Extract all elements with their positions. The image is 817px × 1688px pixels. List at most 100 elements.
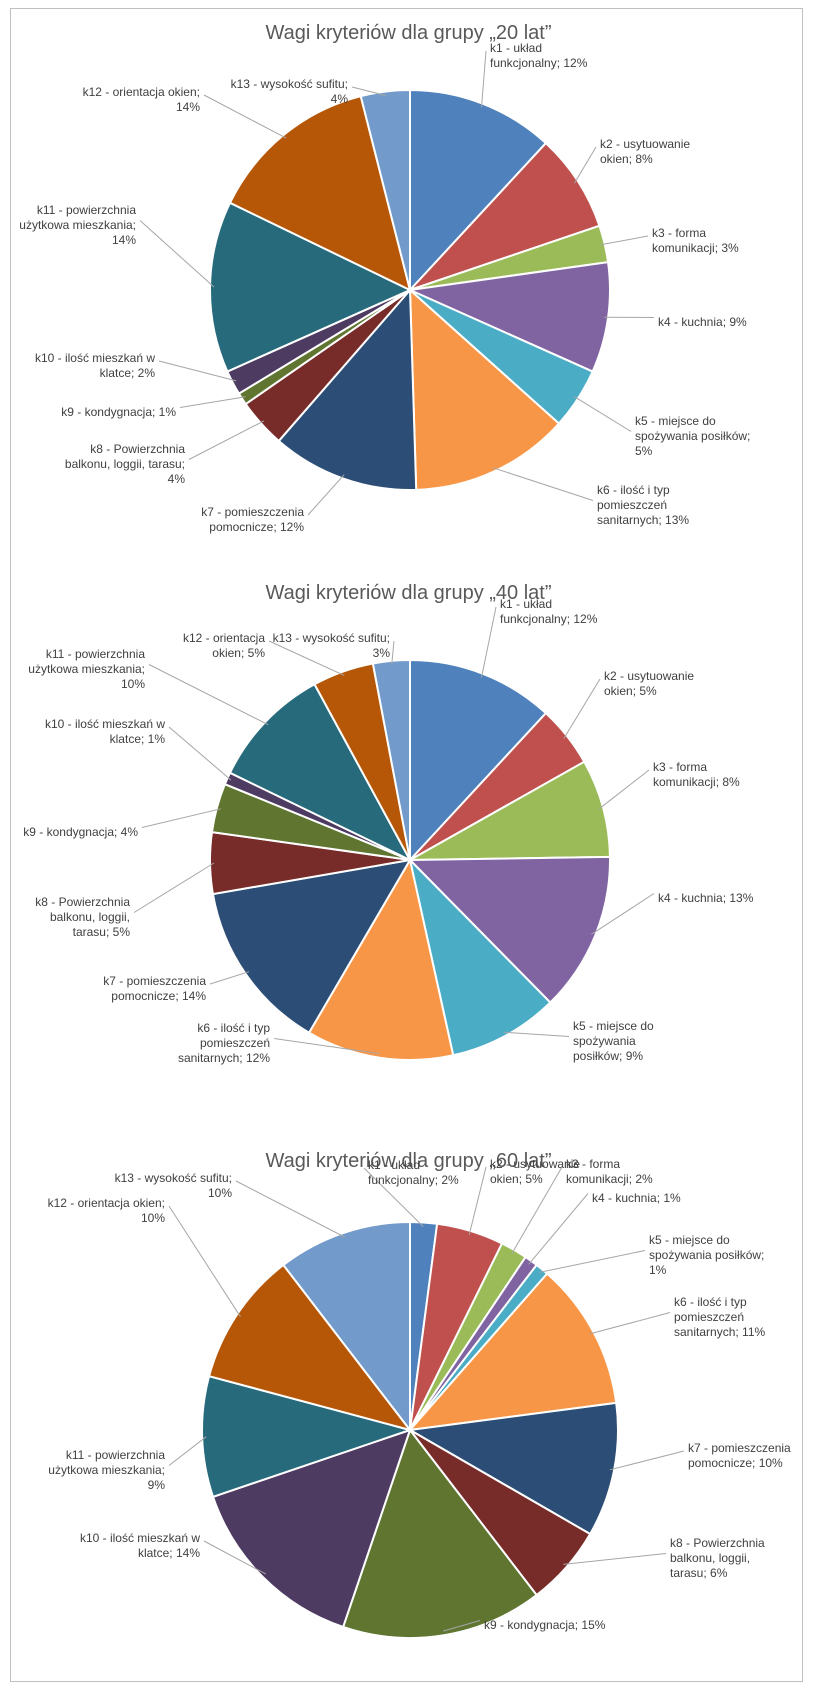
pie-slice-k13 <box>359 88 411 291</box>
leader-line-k11 <box>148 664 269 726</box>
leader-line-k11 <box>168 1436 207 1466</box>
pie-slice-k6 <box>307 857 455 1061</box>
data-label-k1: k1 - układ funkcjonalny; 2% <box>368 1158 459 1187</box>
leader-line-k13 <box>351 86 386 96</box>
leader-line-k10 <box>203 1540 267 1575</box>
leader-line-k1 <box>481 606 497 678</box>
pie-slice-k7 <box>277 287 418 491</box>
data-label-k8: k8 - Powierzchnia balkonu, loggii, tarasu… <box>65 442 185 486</box>
leader-line-k6 <box>492 467 594 501</box>
leader-line-k8 <box>563 1553 667 1565</box>
pie-slice-k11 <box>228 682 413 863</box>
pie-slice-k5 <box>408 856 552 1057</box>
data-label-k11: k11 - powierzchnia użytkowa mieszkania; 10… <box>28 647 145 691</box>
data-label-k1: k1 - układ funkcjonalny; 12% <box>490 41 588 70</box>
pie-slice-k12 <box>207 1263 413 1432</box>
pie-slice-k9 <box>341 1427 539 1639</box>
data-label-k12: k12 - orientacja okien; 10% <box>48 1196 166 1225</box>
pie-chart-60-lat: Wagi kryteriów dla grupy „60 lat” k1 - u… <box>0 1130 817 1688</box>
leader-line-k10 <box>168 726 232 781</box>
leader-line-k2 <box>468 1166 487 1236</box>
leader-line-k13 <box>391 640 395 665</box>
data-label-k5: k5 - miejsce do spożywania posiłków; 9% <box>573 1019 654 1063</box>
data-label-k6: k6 - ilość i typ pomieszczeń sanitarnych; … <box>674 1295 765 1339</box>
leader-line-k9 <box>179 396 246 408</box>
pie-chart-20-lat: Wagi kryteriów dla grupy „20 lat” k1 - u… <box>0 0 817 540</box>
leader-line-k2 <box>573 146 597 184</box>
data-label-k3: k3 - forma komunikacji; 3% <box>652 226 739 255</box>
pie-slice-k1 <box>409 658 548 863</box>
leader-line-k1 <box>363 1167 424 1227</box>
pie-slice-k11 <box>201 1374 414 1499</box>
data-label-k12: k12 - orientacja okien; 5% <box>183 631 265 660</box>
data-label-k6: k6 - ilość i typ pomieszczeń sanitarnych; … <box>178 1021 270 1065</box>
data-label-k11: k11 - powierzchnia użytkowa mieszkania; 9% <box>48 1448 165 1492</box>
leader-line-k5 <box>574 396 632 432</box>
leader-line-k2 <box>563 678 601 739</box>
pie-slice-k13 <box>281 1220 411 1433</box>
data-label-k2: k2 - usytuowanie okien; 5% <box>490 1157 580 1186</box>
pie-chart-40-lat: Wagi kryteriów dla grupy „40 lat” k1 - u… <box>0 560 817 1120</box>
data-label-k10: k10 - ilość mieszkań w klatce; 14% <box>80 1531 200 1560</box>
leader-line-k12 <box>268 640 345 676</box>
pie-slice-k6 <box>407 1272 618 1432</box>
data-label-k7: k7 - pomieszczenia pomocnicze; 10% <box>688 1441 791 1470</box>
data-label-k3: k3 - forma komunikacji; 2% <box>566 1157 653 1186</box>
data-label-k9: k9 - kondygnacja; 4% <box>23 825 138 839</box>
data-label-k4: k4 - kuchnia; 13% <box>658 891 754 905</box>
pie-slice-k11 <box>209 201 413 373</box>
leader-line-k7 <box>307 474 345 516</box>
leader-line-k8 <box>133 862 215 913</box>
pie-slice-k12 <box>228 94 412 292</box>
chart-title: Wagi kryteriów dla grupy „40 lat” <box>265 582 552 604</box>
data-label-k5: k5 - miejsce do spożywania posiłków; 5% <box>635 414 750 458</box>
data-label-k10: k10 - ilość mieszkań w klatce; 2% <box>35 351 155 380</box>
data-label-k13: k13 - wysokość sufitu; 10% <box>115 1171 233 1200</box>
data-label-k9: k9 - kondygnacja; 15% <box>484 1618 606 1632</box>
pie-slice-k4 <box>406 260 611 373</box>
leader-line-k12 <box>203 94 287 139</box>
leader-line-k6 <box>273 1038 380 1055</box>
pie-slice-k4 <box>407 855 611 1004</box>
data-label-k8: k8 - Powierzchnia balkonu, loggii, tarasu;… <box>35 895 130 939</box>
leader-line-k5 <box>503 1031 570 1037</box>
data-label-k13: k13 - wysokość sufitu; 3% <box>273 631 391 660</box>
data-label-k11: k11 - powierzchnia użytkowa mieszkania; 14… <box>19 203 136 247</box>
leader-line-k4 <box>591 893 655 935</box>
leader-line-k12 <box>168 1205 241 1318</box>
leader-line-k1 <box>481 50 487 108</box>
data-label-k5: k5 - miejsce do spożywania posiłków; 1% <box>649 1233 764 1277</box>
data-label-k2: k2 - usytuowanie okien; 5% <box>604 669 694 698</box>
chart-title: Wagi kryteriów dla grupy „60 lat” <box>265 1150 552 1172</box>
leader-line-k7 <box>609 1450 685 1471</box>
data-label-k7: k7 - pomieszczenia pomocnicze; 14% <box>103 974 206 1003</box>
data-label-k2: k2 - usytuowanie okien; 8% <box>600 137 690 166</box>
leader-line-k8 <box>188 420 265 460</box>
pie-slice-k3 <box>409 760 611 861</box>
leader-line-k7 <box>209 971 250 985</box>
pie-slice-k2 <box>409 141 601 291</box>
data-label-k12: k12 - orientacja okien; 14% <box>83 85 201 114</box>
leader-line-k3 <box>598 769 650 810</box>
leader-line-k4 <box>528 1193 589 1265</box>
data-label-k7: k7 - pomieszczenia pomocnicze; 12% <box>201 505 304 534</box>
chart-title: Wagi kryteriów dla grupy „20 lat” <box>265 22 552 44</box>
leader-line-k10 <box>158 360 237 382</box>
data-label-k8: k8 - Powierzchnia balkonu, loggii, tarasu;… <box>670 1536 765 1580</box>
data-label-k10: k10 - ilość mieszkań w klatce; 1% <box>45 717 165 746</box>
pie-svg: k1 - układ funkcjonalny; 12% k2 - usytuowa… <box>19 41 750 534</box>
leader-line-k9 <box>443 1620 481 1632</box>
leader-line-k5 <box>539 1250 646 1273</box>
data-label-k4: k4 - kuchnia; 1% <box>592 1191 681 1205</box>
pie-slice-k7 <box>211 858 412 1035</box>
leader-line-k11 <box>139 220 215 288</box>
leader-line-k9 <box>141 808 221 828</box>
data-label-k4: k4 - kuchnia; 9% <box>658 315 747 329</box>
leader-line-k3 <box>511 1166 563 1254</box>
pie-svg: k1 - układ funkcjonalny; 2% k2 - usytuowan… <box>48 1157 791 1639</box>
data-label-k9: k9 - kondygnacja; 1% <box>61 405 176 419</box>
data-label-k13: k13 - wysokość sufitu; 4% <box>231 77 349 106</box>
pie-svg: k1 - układ funkcjonalny; 12% k2 - usytuowa… <box>23 597 754 1065</box>
data-label-k3: k3 - forma komunikacji; 8% <box>653 760 740 789</box>
pie-slice-k1 <box>409 88 548 293</box>
